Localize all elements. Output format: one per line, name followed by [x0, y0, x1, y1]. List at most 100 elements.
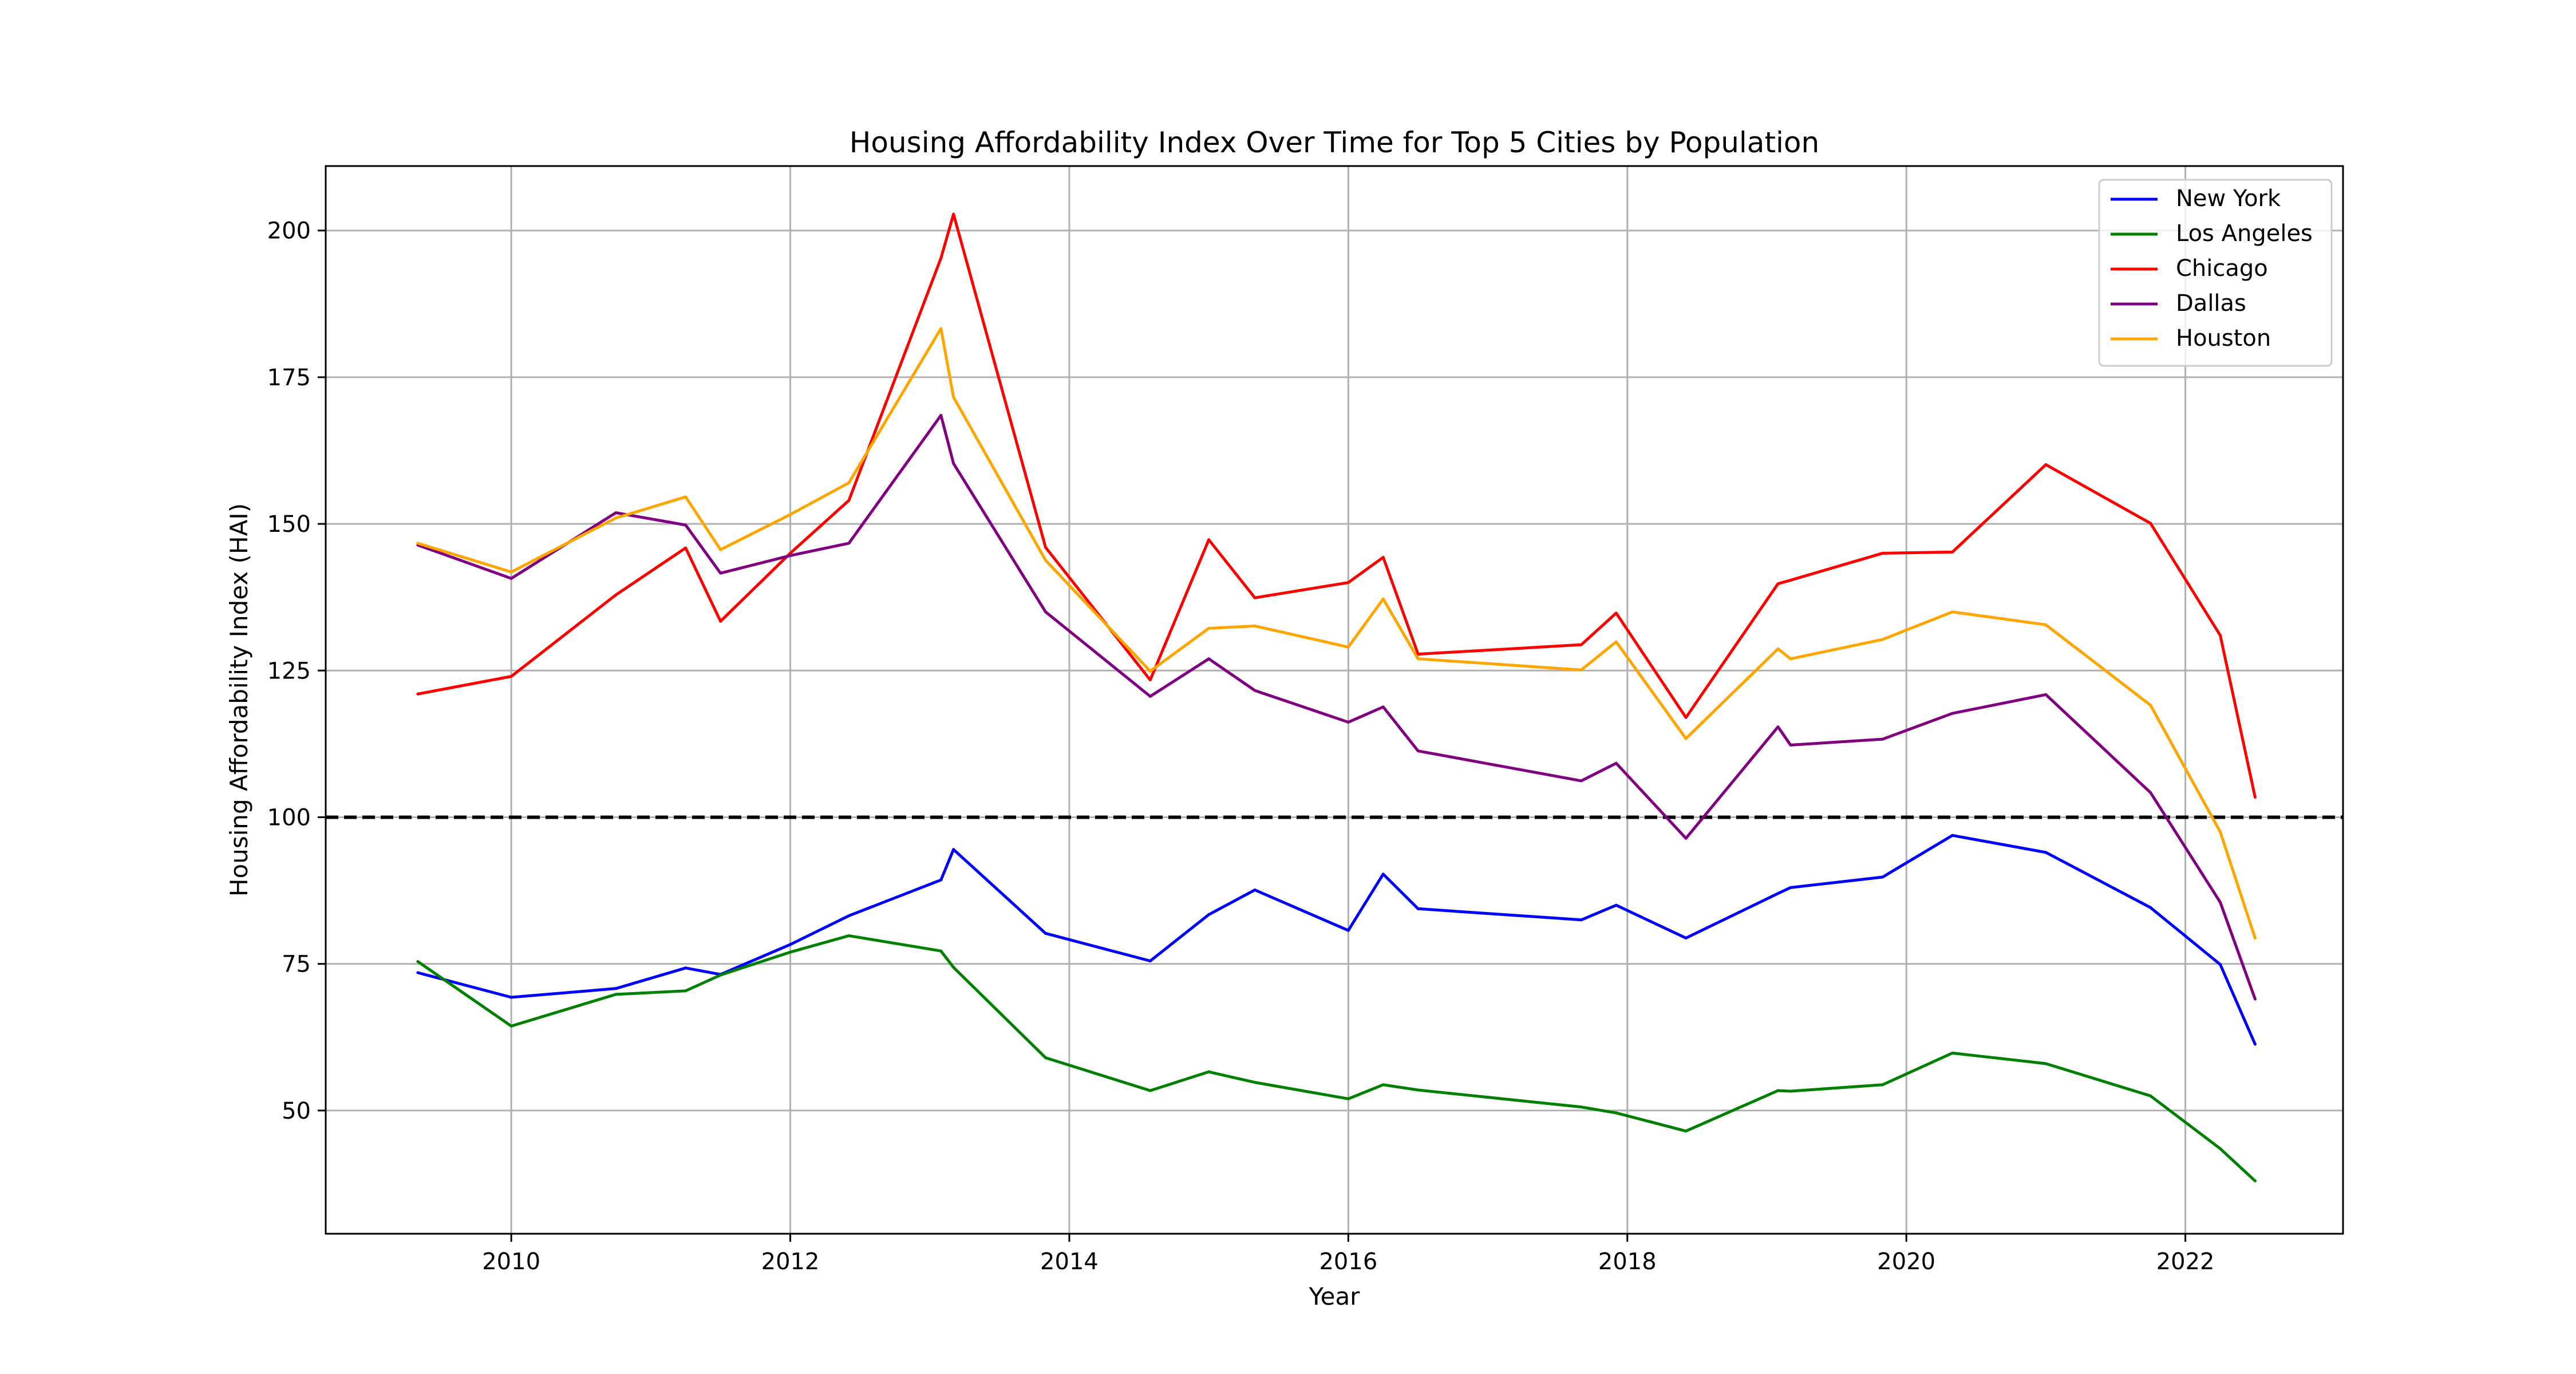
data-point [1044, 546, 1048, 549]
data-point [1684, 937, 1688, 940]
legend-label: New York [2176, 185, 2281, 212]
data-point [1776, 892, 1780, 895]
data-point [614, 987, 618, 990]
data-point [2044, 623, 2048, 626]
legend-box [2098, 179, 2333, 367]
data-point [509, 1024, 513, 1028]
data-point [1381, 597, 1385, 601]
data-point [2219, 963, 2222, 966]
y-tick-label: 175 [267, 365, 311, 391]
data-point [2044, 463, 2048, 467]
data-point [1951, 1051, 1954, 1055]
data-point [2044, 851, 2048, 854]
data-point [952, 396, 955, 399]
x-tick-label: 2010 [482, 1249, 540, 1275]
data-point [1207, 657, 1211, 661]
data-point [1776, 582, 1780, 586]
data-point [1579, 779, 1583, 783]
y-tick-label: 125 [267, 658, 311, 684]
data-point [1789, 657, 1792, 661]
data-point [1253, 889, 1257, 892]
data-point [2253, 1179, 2257, 1183]
data-point [416, 971, 420, 974]
data-point [1776, 647, 1780, 650]
data-point [2044, 1062, 2048, 1065]
data-point [2149, 791, 2152, 794]
data-point [1148, 960, 1152, 963]
legend-item: New York [2111, 185, 2281, 212]
y-tick-label: 150 [267, 511, 311, 538]
data-point [1148, 669, 1152, 673]
data-point [1684, 1130, 1688, 1133]
y-tick-label: 200 [267, 218, 311, 244]
data-point [1881, 1083, 1884, 1087]
y-tick-label: 50 [282, 1098, 311, 1124]
data-point [1148, 694, 1152, 698]
data-point [509, 996, 513, 999]
data-point [952, 848, 955, 851]
data-point [2219, 1147, 2222, 1150]
data-point [1789, 1089, 1792, 1093]
series-los-angeles [416, 934, 2257, 1183]
data-point [1416, 749, 1420, 753]
data-point [939, 878, 943, 882]
data-point [684, 523, 688, 527]
data-point [1416, 1088, 1420, 1092]
data-point [789, 551, 792, 555]
series-chicago [416, 212, 2257, 799]
series-new-york [416, 834, 2257, 1046]
y-tick-label: 75 [282, 951, 311, 978]
data-point [1207, 1070, 1211, 1073]
data-point [1579, 918, 1583, 922]
data-point [1789, 578, 1792, 582]
data-point [1951, 834, 1954, 837]
data-point [1253, 689, 1257, 692]
data-point [684, 966, 688, 970]
x-tick-label: 2012 [761, 1249, 820, 1275]
data-point [1381, 705, 1385, 709]
data-point [2149, 522, 2152, 525]
data-point [1381, 1083, 1385, 1087]
data-point [2253, 796, 2257, 799]
data-point [1253, 596, 1257, 599]
data-point [1614, 903, 1618, 907]
data-point [684, 495, 688, 499]
data-point [1579, 1105, 1583, 1109]
legend-item: Chicago [2111, 255, 2268, 282]
data-point [952, 966, 955, 969]
data-point [2044, 693, 2048, 696]
data-point [2219, 830, 2222, 834]
data-point [789, 513, 792, 516]
data-point [789, 554, 792, 557]
data-point [847, 542, 851, 545]
data-point [1416, 907, 1420, 910]
x-tick-label: 2020 [1877, 1249, 1935, 1275]
data-point [2149, 1094, 2152, 1097]
data-point [1951, 610, 1954, 614]
data-point [1951, 712, 1954, 715]
data-point [719, 973, 722, 977]
legend: New York Los Angeles Chicago Dallas Houston [2098, 179, 2333, 367]
data-point [952, 212, 955, 216]
data-point [719, 548, 722, 551]
data-point [1148, 1089, 1152, 1092]
data-point [2149, 704, 2152, 707]
data-point [1044, 1056, 1048, 1060]
data-point [939, 256, 943, 260]
data-point [1253, 1081, 1257, 1084]
data-point [847, 914, 851, 918]
data-point [1684, 836, 1688, 840]
x-axis-ticks: 2010 2012 2014 2016 2018 2020 2022 [482, 1234, 2215, 1275]
data-point [1207, 626, 1211, 630]
data-point [509, 675, 513, 678]
data-point [847, 481, 851, 484]
data-point [1148, 678, 1152, 682]
legend-item: Houston [2111, 325, 2271, 352]
data-point [1416, 657, 1420, 661]
data-point [1614, 761, 1618, 765]
data-point [939, 949, 943, 953]
x-tick-label: 2022 [2156, 1249, 2215, 1275]
data-point [1381, 555, 1385, 559]
x-tick-label: 2014 [1040, 1249, 1099, 1275]
